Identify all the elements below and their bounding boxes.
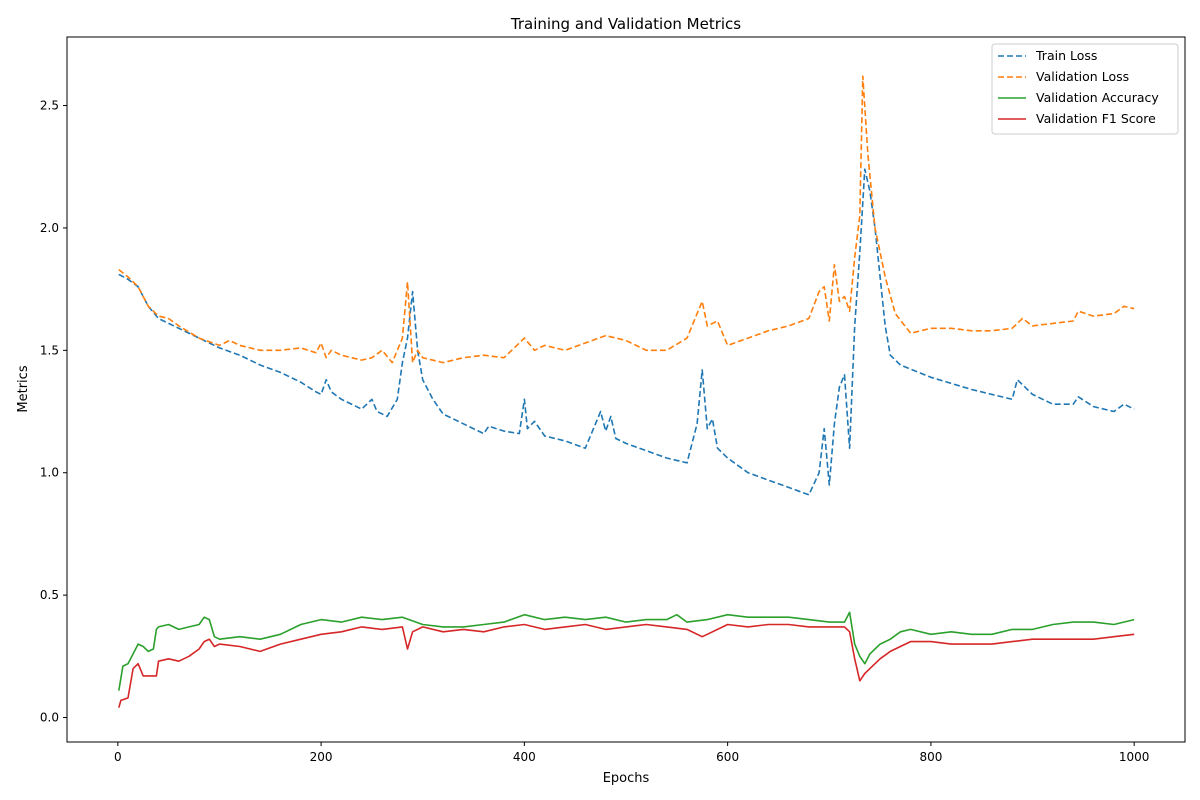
- x-axis-label: Epochs: [603, 771, 650, 786]
- series-line-0: [118, 168, 1135, 496]
- x-tick-label-5: 1000: [1119, 750, 1150, 764]
- plot-lines: [118, 75, 1135, 708]
- y-tick-label-0: 0.0: [40, 711, 59, 725]
- series-line-1: [118, 75, 1135, 364]
- legend-label-0: Train Loss: [1035, 48, 1097, 63]
- legend-box: [991, 43, 1179, 135]
- x-axis-ticks: 0 200 400 600 800 1000: [114, 742, 1149, 764]
- y-tick-label-2: 1.0: [40, 466, 59, 480]
- plot-frame: [66, 36, 1186, 743]
- series-line-2: [118, 611, 1135, 691]
- legend-label-3: Validation F1 Score: [1036, 111, 1156, 126]
- legend-label-1: Validation Loss: [1036, 69, 1129, 84]
- x-tick-label-0: 0: [114, 750, 122, 764]
- chart-title: Training and Validation Metrics: [510, 15, 741, 33]
- x-tick-label-3: 600: [716, 750, 739, 764]
- y-tick-label-5: 2.5: [40, 99, 59, 113]
- legend: Train Loss Validation Loss Validation Accu…: [991, 43, 1179, 135]
- y-axis-ticks: 0.0 0.5 1.0 1.5 2.0 2.5: [40, 99, 67, 725]
- y-axis-label: Metrics: [16, 365, 31, 412]
- x-tick-label-2: 400: [513, 750, 536, 764]
- series-line-3: [118, 623, 1135, 708]
- y-tick-label-4: 2.0: [40, 221, 59, 235]
- legend-label-2: Validation Accuracy: [1036, 90, 1159, 105]
- x-tick-label-1: 200: [310, 750, 333, 764]
- y-tick-label-1: 0.5: [40, 588, 59, 602]
- y-tick-label-3: 1.5: [40, 343, 59, 357]
- x-tick-label-4: 800: [919, 750, 942, 764]
